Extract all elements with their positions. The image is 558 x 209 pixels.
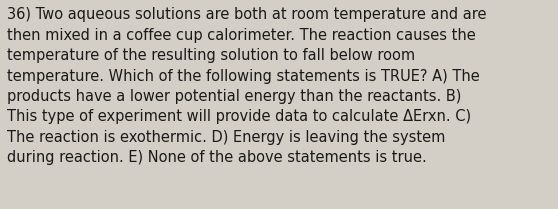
- Text: 36) Two aqueous solutions are both at room temperature and are
then mixed in a c: 36) Two aqueous solutions are both at ro…: [7, 7, 486, 165]
